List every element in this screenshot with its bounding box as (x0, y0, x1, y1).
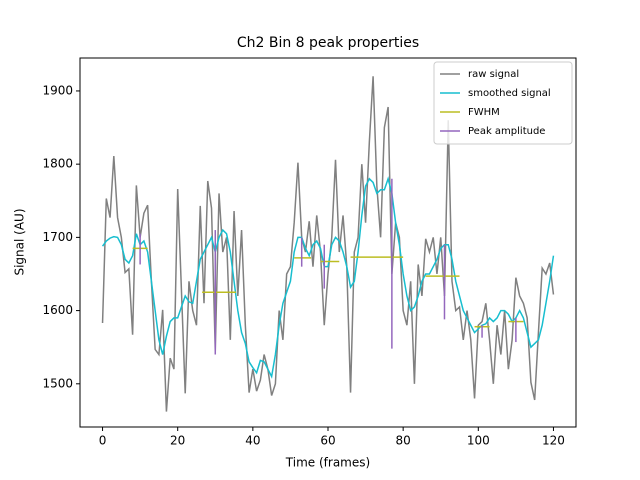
x-axis-label: Time (frames) (285, 456, 370, 470)
x-tick-label: 20 (170, 434, 185, 448)
x-tick-label: 40 (245, 434, 260, 448)
plot-frame (79, 57, 577, 428)
x-tick-label: 60 (320, 434, 335, 448)
y-tick-label: 1700 (42, 230, 73, 244)
y-tick-label: 1500 (42, 376, 73, 390)
y-tick-label: 1900 (42, 83, 73, 97)
chart-title: Ch2 Bin 8 peak properties (237, 35, 419, 51)
x-tick-label: 100 (467, 434, 490, 448)
legend-label: FWHM (468, 107, 500, 118)
legend-box (433, 61, 573, 145)
legend-label: Peak amplitude (468, 126, 545, 137)
y-tick-label: 1600 (42, 303, 73, 317)
legend-label: raw signal (468, 69, 519, 80)
x-tick-label: 0 (99, 434, 107, 448)
legend-label: smoothed signal (468, 88, 551, 99)
y-tick-label: 1800 (42, 157, 73, 171)
line-series (101, 76, 555, 412)
x-tick-label: 120 (542, 434, 565, 448)
legend: raw signal smoothed signal FWHM Peak amplit… (433, 61, 573, 145)
x-tick-label: 80 (396, 434, 411, 448)
y-axis-label: Signal (AU) (13, 208, 27, 275)
line-series (101, 176, 555, 379)
